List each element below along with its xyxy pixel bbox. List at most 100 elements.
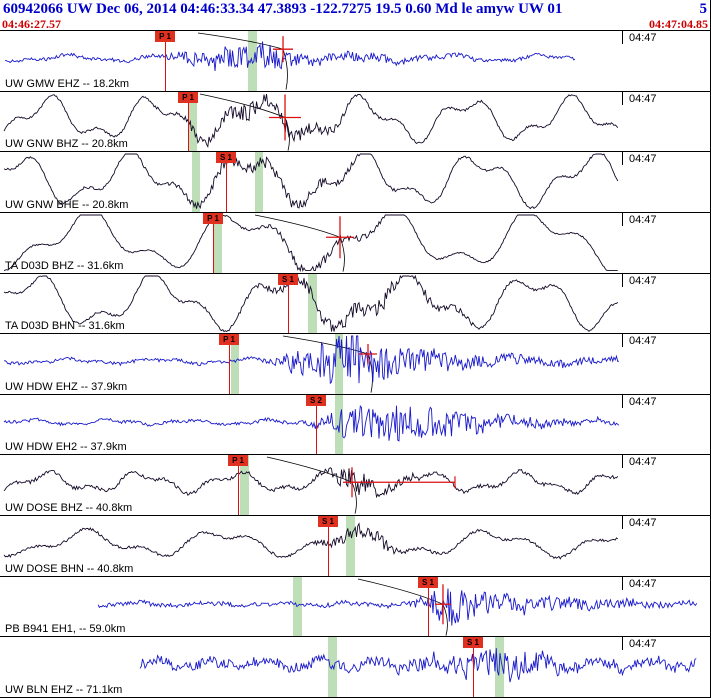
pick-flag[interactable]: S 1: [216, 152, 236, 164]
moveout-curve: [266, 456, 357, 515]
pick-line[interactable]: [165, 42, 166, 91]
minute-tick: [622, 31, 623, 44]
arrival-window-band: [188, 91, 197, 152]
trace-row[interactable]: P 1 04:47 UW HDW EHZ -- 37.9km: [0, 334, 710, 395]
waveform-canvas: [4, 335, 620, 393]
arrival-window-band: [335, 334, 343, 394]
pick-flag[interactable]: P 1: [155, 31, 175, 42]
pick-flag[interactable]: S 1: [418, 576, 438, 588]
trace-row[interactable]: P 1 04:47 TA D03D BHZ -- 31.6km: [0, 212, 710, 274]
trace-row[interactable]: S 1 04:47 UW GNW BHE -- 20.8km: [0, 152, 710, 213]
arrival-window-band: [192, 152, 200, 212]
station-label: UW GNW BHZ -- 20.8km: [5, 138, 128, 151]
arrival-window-band: [255, 152, 263, 212]
arrival-window-band: [346, 516, 355, 576]
arrival-window-band: [293, 576, 302, 637]
minute-tick: [622, 91, 623, 105]
pick-line[interactable]: [428, 587, 429, 637]
trace-row[interactable]: S 1 04:47 PB B941 EH1, -- 59.0km: [0, 576, 710, 638]
minute-label: 04:47: [629, 577, 657, 590]
minute-tick: [622, 516, 623, 529]
trace-row[interactable]: S 2 04:47 UW HDW EH2 -- 37.9km: [0, 394, 710, 456]
pick-line[interactable]: [316, 405, 317, 455]
pick-flag[interactable]: P 1: [178, 91, 198, 103]
trace-row[interactable]: P 1 04:47 UW DOSE BHZ -- 40.8km: [0, 455, 710, 516]
station-label: UW GNW BHE -- 20.8km: [5, 198, 129, 211]
moveout-curve: [197, 32, 288, 90]
waveform-canvas: [97, 578, 698, 636]
station-label: UW DOSE BHN -- 40.8km: [5, 562, 134, 575]
pick-line[interactable]: [238, 466, 239, 515]
station-label: UW BLN EHZ -- 71.1km: [5, 683, 123, 696]
waveform-trace: [3, 467, 619, 499]
minute-label: 04:47: [629, 517, 657, 529]
arrival-window-band: [335, 394, 343, 455]
event-summary-title: 60942066 UW Dec 06, 2014 04:46:33.34 47.…: [3, 0, 563, 17]
station-label: PB B941 EH1, -- 59.0km: [5, 623, 126, 636]
pick-line[interactable]: [473, 648, 474, 697]
station-label: UW HDW EH2 -- 37.9km: [5, 441, 127, 454]
pick-flag[interactable]: S 2: [306, 394, 326, 406]
title-bar: 60942066 UW Dec 06, 2014 04:46:33.34 47.…: [0, 0, 710, 18]
minute-label: 04:47: [629, 335, 657, 348]
minute-tick: [622, 212, 623, 226]
waveform-canvas: [3, 274, 619, 332]
arrival-window-band: [213, 212, 222, 273]
pick-line[interactable]: [213, 223, 214, 273]
arrival-window-band: [248, 31, 257, 91]
minute-tick: [622, 334, 623, 348]
pick-flag[interactable]: S 1: [463, 637, 483, 649]
waveform-trace: [3, 93, 619, 148]
trace-row[interactable]: P 1 04:47 UW GNW BHZ -- 20.8km: [0, 91, 710, 153]
time-bar: 04:46:27.57 04:47:04.85: [0, 16, 710, 31]
minute-tick: [622, 273, 623, 287]
trace-row[interactable]: P 1 04:47 UW GMW EHZ -- 18.2km: [0, 31, 710, 92]
minute-tick: [622, 394, 623, 408]
minute-label: 04:47: [629, 395, 657, 408]
trace-row[interactable]: S 1 04:47 UW BLN EHZ -- 71.1km: [0, 637, 710, 698]
minute-tick: [622, 455, 623, 469]
waveform-canvas: [3, 404, 620, 442]
waveform-trace: [139, 648, 697, 683]
waveform-canvas: [139, 648, 697, 683]
pick-flag[interactable]: S 1: [278, 273, 298, 285]
pick-line[interactable]: [188, 102, 189, 152]
minute-tick: [622, 576, 623, 590]
station-label: UW DOSE BHZ -- 40.8km: [5, 502, 133, 514]
moveout-curve: [199, 93, 290, 151]
minute-label: 04:47: [629, 32, 657, 44]
pick-flag[interactable]: P 1: [203, 212, 223, 224]
waveform-canvas: [3, 93, 619, 151]
pick-line[interactable]: [226, 163, 227, 212]
waveform-trace: [4, 41, 576, 72]
pick-flag[interactable]: P 1: [228, 455, 248, 467]
moveout-curve: [254, 214, 345, 272]
waveform-canvas: [3, 522, 619, 560]
waveform-canvas: [4, 32, 576, 90]
trace-row[interactable]: S 1 04:47 TA D03D BHN -- 31.6km: [0, 273, 710, 335]
pick-flag[interactable]: S 1: [318, 516, 338, 527]
pick-line[interactable]: [328, 527, 329, 576]
station-label: TA D03D BHZ -- 31.6km: [5, 259, 124, 272]
waveform-trace: [3, 153, 619, 210]
waveform-trace: [3, 214, 618, 272]
pick-flag[interactable]: P 1: [219, 334, 239, 346]
station-label: UW GMW EHZ -- 18.2km: [5, 77, 130, 90]
minute-tick: [622, 637, 623, 651]
station-label: UW HDW EHZ -- 37.9km: [5, 380, 128, 393]
minute-label: 04:47: [629, 153, 657, 166]
pick-line[interactable]: [229, 345, 230, 394]
window-start-time: 04:46:27.57: [2, 16, 61, 31]
trace-area: P 1 04:47 UW GMW EHZ -- 18.2km P 1 04:47 UW G…: [0, 31, 710, 698]
minute-tick: [622, 152, 623, 166]
waveform-trace: [3, 274, 619, 332]
waveform-canvas: [3, 456, 619, 515]
trace-row[interactable]: S 1 04:47 UW DOSE BHN -- 40.8km: [0, 516, 710, 577]
arrival-window-band: [231, 334, 239, 394]
station-label: TA D03D BHN -- 31.6km: [5, 320, 125, 333]
arrival-window-band: [308, 273, 317, 334]
waveform-trace: [3, 522, 619, 560]
pick-line[interactable]: [288, 284, 289, 334]
waveform-canvas: [3, 214, 618, 272]
